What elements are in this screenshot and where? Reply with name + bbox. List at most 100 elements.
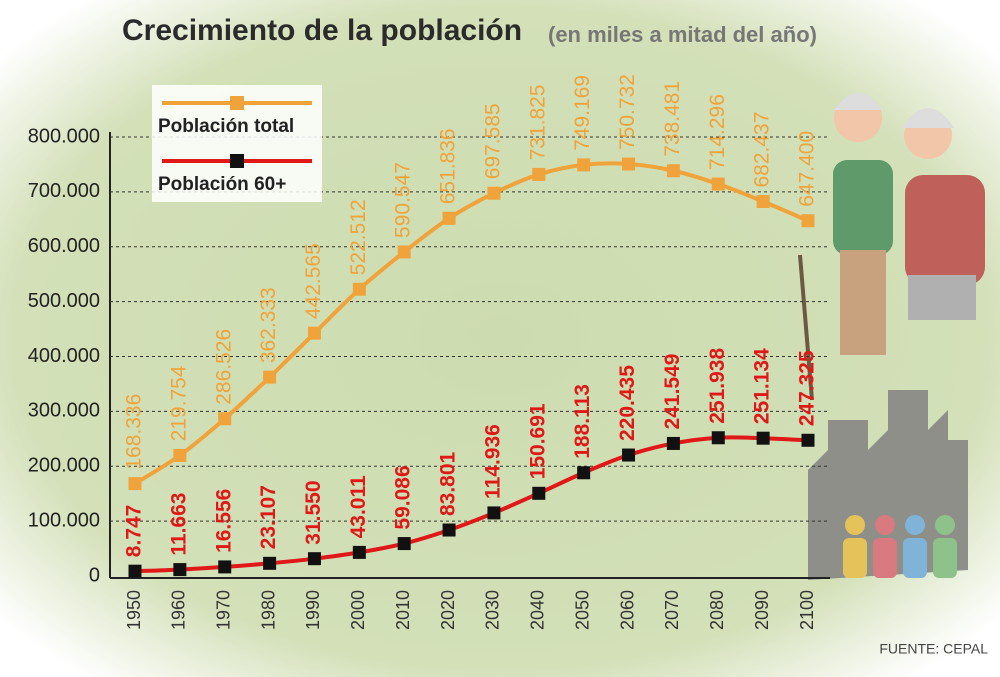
value-label: 522.512 [347, 199, 370, 275]
marker [532, 486, 546, 500]
y-tick-label: 200.000 [28, 455, 100, 477]
x-tick-label: 1960 [169, 590, 189, 630]
legend-marker [230, 154, 244, 168]
value-label: 750.732 [616, 74, 639, 150]
value-label: 16.556 [212, 489, 235, 553]
value-label: 247.325 [796, 350, 819, 426]
marker [218, 560, 232, 574]
value-label: 738.481 [661, 81, 684, 157]
value-label: 59.086 [392, 465, 415, 529]
value-label: 682.437 [751, 112, 774, 188]
value-label: 251.938 [706, 348, 729, 424]
value-label: 241.549 [661, 354, 684, 430]
legend-marker [230, 96, 244, 110]
marker [622, 157, 636, 171]
y-tick-label: 400.000 [28, 345, 100, 367]
value-label: 168.336 [123, 394, 146, 470]
y-tick-label: 600.000 [28, 235, 100, 257]
marker [577, 158, 591, 172]
marker [442, 211, 456, 225]
source: FUENTE: CEPAL [879, 641, 988, 657]
value-label: 697.585 [481, 103, 504, 179]
y-tick-label: 500.000 [28, 290, 100, 312]
value-label: 731.825 [526, 84, 549, 160]
marker [173, 448, 187, 462]
legend-label: Población total [158, 116, 294, 137]
value-label: 43.011 [347, 475, 370, 538]
illustration-couple [798, 92, 985, 401]
chart-subtitle: (en miles a mitad del año) [548, 22, 817, 47]
value-label: 220.435 [616, 365, 639, 441]
value-label: 647.400 [796, 131, 819, 207]
y-tick-label: 0 [89, 564, 100, 586]
marker [352, 545, 366, 559]
marker [263, 370, 277, 384]
marker [666, 164, 680, 178]
marker [263, 556, 277, 570]
marker [532, 167, 546, 181]
value-label: 714.296 [706, 94, 729, 170]
marker [756, 195, 770, 209]
value-label: 251.134 [751, 348, 774, 424]
x-tick-label: 2030 [483, 590, 503, 630]
value-label: 219.754 [167, 365, 190, 441]
x-tick-label: 2020 [438, 590, 458, 630]
series-line [134, 435, 809, 574]
marker [307, 326, 321, 340]
value-label: 150.691 [526, 403, 549, 479]
x-tick-label: 1980 [258, 590, 278, 630]
marker [622, 448, 636, 462]
marker [307, 552, 321, 566]
marker [128, 477, 142, 491]
illustration-crowd [808, 390, 968, 580]
x-tick-label: 1970 [213, 590, 233, 630]
marker [173, 563, 187, 577]
marker [756, 431, 770, 445]
marker [577, 466, 591, 480]
marker [442, 523, 456, 537]
chart-title: Crecimiento de la población [122, 14, 522, 47]
x-tick-label: 2100 [797, 590, 817, 630]
x-tick-label: 2010 [393, 590, 413, 630]
marker [397, 537, 411, 551]
legend-label: Población 60+ [158, 174, 286, 195]
marker [711, 431, 725, 445]
marker [397, 245, 411, 259]
value-label: 23.107 [257, 485, 280, 549]
marker [666, 436, 680, 450]
x-tick-label: 1990 [303, 590, 323, 630]
x-tick-label: 2050 [572, 590, 592, 630]
marker [711, 177, 725, 191]
marker [801, 433, 815, 447]
y-tick-label: 800.000 [28, 125, 100, 147]
x-tick-label: 2060 [617, 590, 637, 630]
x-tick-label: 2040 [528, 590, 548, 630]
y-tick-label: 100.000 [28, 509, 100, 531]
x-tick-label: 1950 [124, 590, 144, 630]
value-label: 442.565 [302, 243, 325, 319]
x-tick-label: 2000 [348, 590, 368, 630]
value-label: 362.333 [257, 287, 280, 363]
x-tick-label: 2070 [662, 590, 682, 630]
y-tick-label: 700.000 [28, 180, 100, 202]
value-label: 11.663 [167, 493, 190, 556]
x-tick-label: 2080 [707, 590, 727, 630]
series-line [133, 161, 809, 486]
value-label: 31.550 [302, 480, 325, 544]
value-label: 749.169 [571, 75, 594, 151]
marker [128, 564, 142, 578]
y-tick-label: 300.000 [28, 400, 100, 422]
marker [218, 412, 232, 426]
value-label: 188.113 [571, 384, 594, 459]
value-label: 83.801 [437, 451, 460, 516]
x-tick-label: 2090 [752, 590, 772, 630]
marker [801, 214, 815, 228]
value-label: 651.836 [437, 128, 460, 204]
value-label: 8.747 [123, 505, 146, 558]
value-label: 114.936 [481, 424, 504, 499]
marker [487, 506, 501, 520]
value-label: 590.547 [392, 162, 415, 238]
marker [352, 282, 366, 296]
